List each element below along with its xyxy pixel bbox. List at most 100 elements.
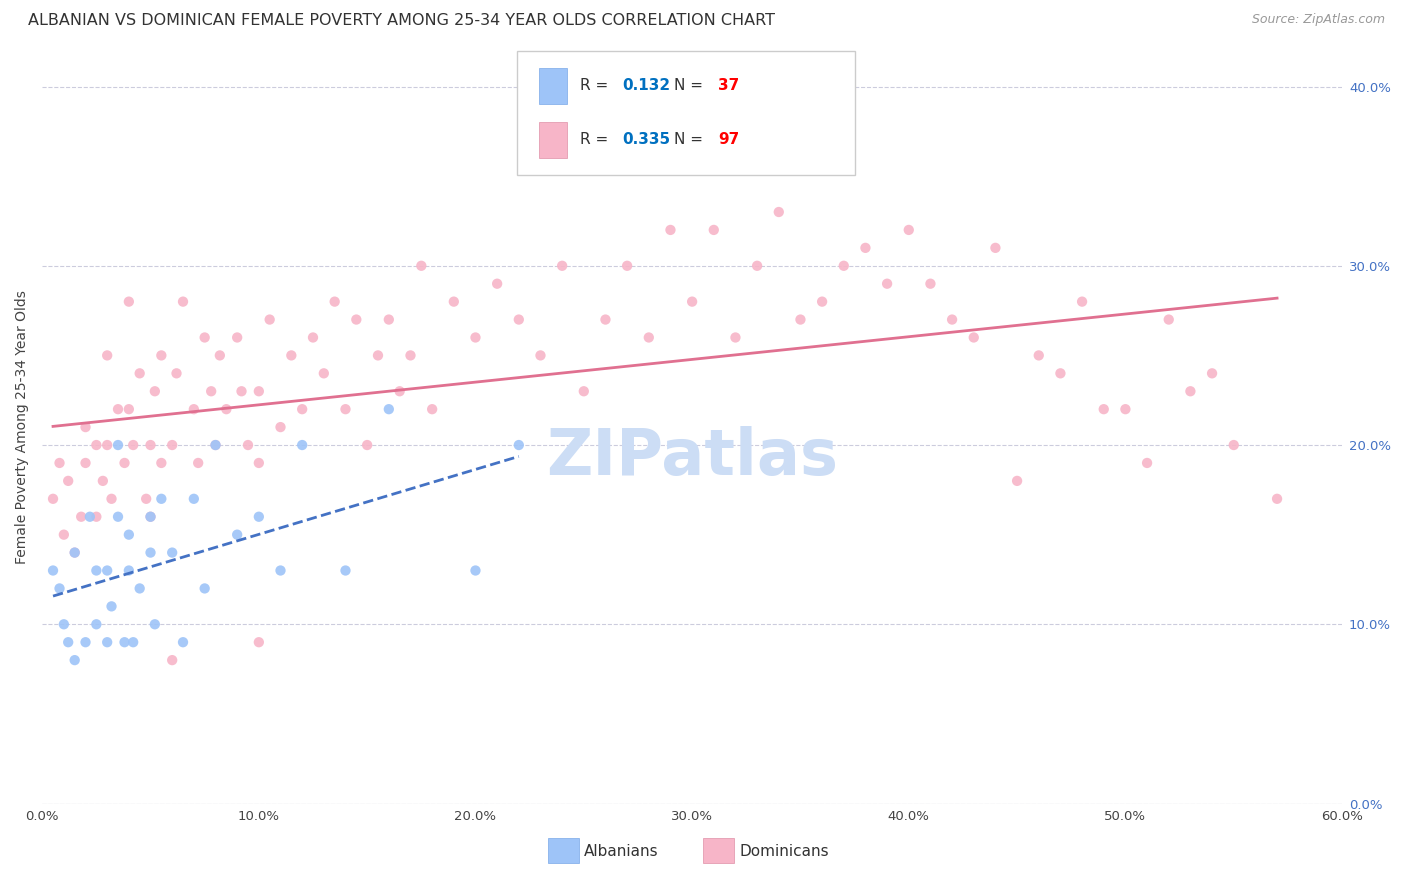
Point	[291, 438, 314, 452]
Point	[75, 420, 97, 434]
Point	[291, 402, 314, 417]
Point	[86, 438, 108, 452]
Point	[166, 367, 188, 381]
Point	[194, 330, 217, 344]
Point	[172, 635, 194, 649]
Point	[86, 564, 108, 578]
Point	[70, 509, 93, 524]
Point	[204, 438, 226, 452]
Point	[100, 599, 122, 614]
Point	[96, 635, 118, 649]
Point	[464, 564, 486, 578]
Point	[58, 474, 80, 488]
Point	[1114, 402, 1136, 417]
Point	[96, 564, 118, 578]
Point	[247, 635, 270, 649]
Point	[768, 205, 790, 219]
Point	[128, 582, 150, 596]
Text: Albanians: Albanians	[583, 845, 658, 859]
Point	[91, 474, 114, 488]
Point	[259, 312, 281, 326]
Point	[160, 545, 183, 559]
Point	[659, 223, 682, 237]
Point	[183, 402, 205, 417]
Point	[745, 259, 768, 273]
Text: R =: R =	[581, 132, 613, 147]
Point	[150, 348, 173, 362]
Point	[96, 438, 118, 452]
Point	[464, 330, 486, 344]
Point	[1157, 312, 1180, 326]
Point	[200, 384, 222, 399]
Point	[1092, 402, 1115, 417]
Text: 37: 37	[718, 78, 740, 94]
Point	[100, 491, 122, 506]
Point	[42, 491, 65, 506]
Point	[411, 259, 433, 273]
Point	[63, 653, 86, 667]
Point	[48, 456, 70, 470]
Point	[378, 402, 401, 417]
Point	[551, 259, 574, 273]
Point	[226, 330, 249, 344]
Point	[280, 348, 302, 362]
Point	[367, 348, 389, 362]
Point	[75, 635, 97, 649]
Point	[226, 527, 249, 541]
Point	[323, 294, 346, 309]
Point	[118, 402, 141, 417]
Point	[703, 223, 725, 237]
Point	[139, 509, 162, 524]
Bar	[538, 68, 568, 104]
Point	[231, 384, 253, 399]
Point	[1028, 348, 1050, 362]
Point	[312, 367, 335, 381]
Point	[616, 259, 638, 273]
Point	[150, 456, 173, 470]
Point	[832, 259, 855, 273]
Point	[122, 438, 145, 452]
Point	[122, 635, 145, 649]
Point	[139, 509, 162, 524]
Point	[984, 241, 1007, 255]
Point	[399, 348, 422, 362]
Point	[1136, 456, 1159, 470]
Text: 0.132: 0.132	[621, 78, 671, 94]
Point	[247, 509, 270, 524]
Point	[183, 491, 205, 506]
Point	[160, 653, 183, 667]
Point	[356, 438, 378, 452]
Point	[270, 564, 292, 578]
FancyBboxPatch shape	[516, 51, 855, 175]
Text: ALBANIAN VS DOMINICAN FEMALE POVERTY AMONG 25-34 YEAR OLDS CORRELATION CHART: ALBANIAN VS DOMINICAN FEMALE POVERTY AMO…	[28, 13, 775, 29]
Point	[420, 402, 443, 417]
Point	[378, 312, 401, 326]
Point	[118, 294, 141, 309]
Point	[302, 330, 325, 344]
Point	[114, 456, 136, 470]
Point	[107, 509, 129, 524]
Point	[247, 456, 270, 470]
Point	[595, 312, 617, 326]
Point	[75, 456, 97, 470]
Point	[1005, 474, 1028, 488]
Point	[135, 491, 157, 506]
Point	[150, 491, 173, 506]
Point	[139, 438, 162, 452]
Point	[215, 402, 238, 417]
Text: Source: ZipAtlas.com: Source: ZipAtlas.com	[1251, 13, 1385, 27]
Point	[529, 348, 551, 362]
Point	[48, 582, 70, 596]
Point	[1222, 438, 1244, 452]
Point	[247, 384, 270, 399]
Text: R =: R =	[581, 78, 613, 94]
Point	[1180, 384, 1202, 399]
Point	[443, 294, 465, 309]
Point	[920, 277, 942, 291]
Point	[107, 402, 129, 417]
Point	[876, 277, 898, 291]
Point	[486, 277, 509, 291]
Point	[388, 384, 411, 399]
Point	[143, 617, 166, 632]
Point	[42, 564, 65, 578]
